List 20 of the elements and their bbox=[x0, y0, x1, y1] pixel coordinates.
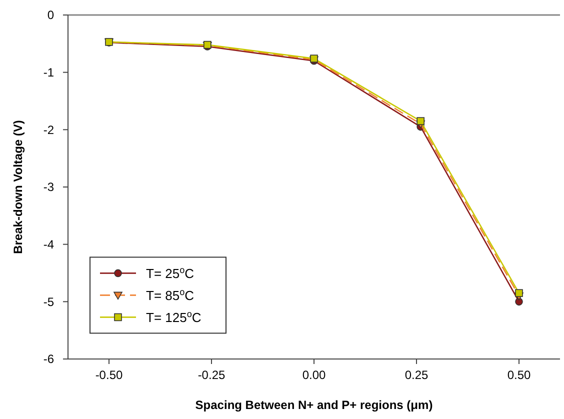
x-tick-label: -0.50 bbox=[95, 368, 123, 382]
point bbox=[310, 54, 318, 62]
legend-label: T= 85$^{o}$C bbox=[146, 286, 194, 303]
point bbox=[515, 289, 523, 297]
x-tick-label: 0.50 bbox=[507, 368, 531, 382]
y-tick-label: -5 bbox=[43, 294, 54, 309]
point bbox=[416, 117, 424, 125]
y-tick-label: -4 bbox=[43, 238, 54, 252]
y-axis-title: Break-down Voltage (V) bbox=[11, 120, 25, 254]
x-tick-label: 0.00 bbox=[302, 368, 326, 382]
x-tick-label: -0.25 bbox=[198, 368, 226, 382]
legend-label: T= 25$^{o}$C bbox=[146, 264, 194, 281]
y-tick-label: -2 bbox=[43, 122, 54, 137]
y-tick-label: 0 bbox=[47, 8, 54, 22]
y-tick-label: -1 bbox=[43, 66, 54, 80]
x-axis-title: Spacing Between N+ and P+ regions (μm) bbox=[195, 398, 433, 412]
legend-label: T= 125$^{o}$C bbox=[146, 308, 202, 325]
y-tick-label: -6 bbox=[43, 352, 54, 366]
x-tick-label: 0.25 bbox=[404, 368, 428, 382]
y-tick-label: -3 bbox=[43, 180, 54, 194]
